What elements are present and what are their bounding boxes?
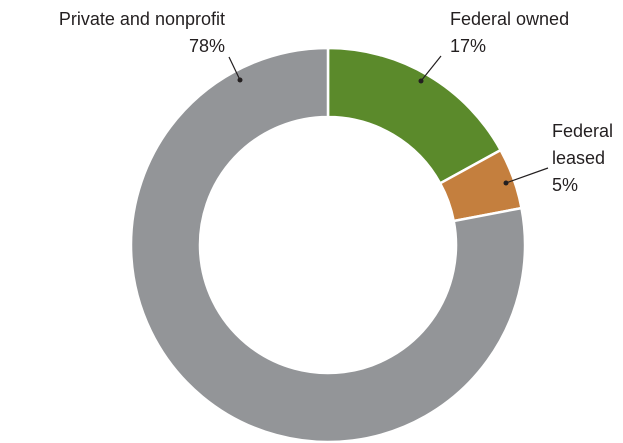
leader-line bbox=[505, 167, 549, 184]
leader-line bbox=[420, 55, 442, 82]
slice-value-label: 5% bbox=[552, 175, 578, 195]
slice-label: Federal bbox=[552, 121, 613, 141]
leader-dot bbox=[418, 78, 424, 84]
slice-label: Private and nonprofit bbox=[59, 9, 225, 29]
slice-label: leased bbox=[552, 148, 605, 168]
slice-value-label: 17% bbox=[450, 36, 486, 56]
slice-label: Federal owned bbox=[450, 9, 569, 29]
slice-value-label: 78% bbox=[189, 36, 225, 56]
leader-dot bbox=[237, 77, 243, 83]
leader-line bbox=[228, 56, 241, 81]
leader-dot bbox=[503, 180, 509, 186]
donut-slice bbox=[129, 46, 527, 443]
